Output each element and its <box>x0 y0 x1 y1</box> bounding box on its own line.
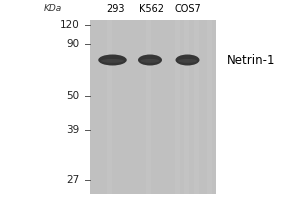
Ellipse shape <box>140 59 160 63</box>
Bar <box>90 20 216 194</box>
Text: K562: K562 <box>139 4 164 14</box>
Ellipse shape <box>101 59 124 63</box>
Bar <box>184 20 189 194</box>
Ellipse shape <box>178 59 197 63</box>
Bar <box>176 20 180 194</box>
Text: 293: 293 <box>106 4 125 14</box>
Ellipse shape <box>176 54 200 66</box>
Text: 90: 90 <box>66 39 80 49</box>
Ellipse shape <box>138 54 162 66</box>
Bar <box>146 20 151 194</box>
Text: 50: 50 <box>66 91 80 101</box>
Text: COS7: COS7 <box>174 4 201 14</box>
Bar <box>207 20 212 194</box>
Text: KDa: KDa <box>44 4 62 13</box>
Text: 120: 120 <box>60 20 80 30</box>
Ellipse shape <box>98 54 127 66</box>
Text: 39: 39 <box>66 125 80 135</box>
Bar <box>194 20 199 194</box>
Text: Netrin-1: Netrin-1 <box>226 53 275 66</box>
Bar <box>107 20 112 194</box>
Text: 27: 27 <box>66 175 80 185</box>
